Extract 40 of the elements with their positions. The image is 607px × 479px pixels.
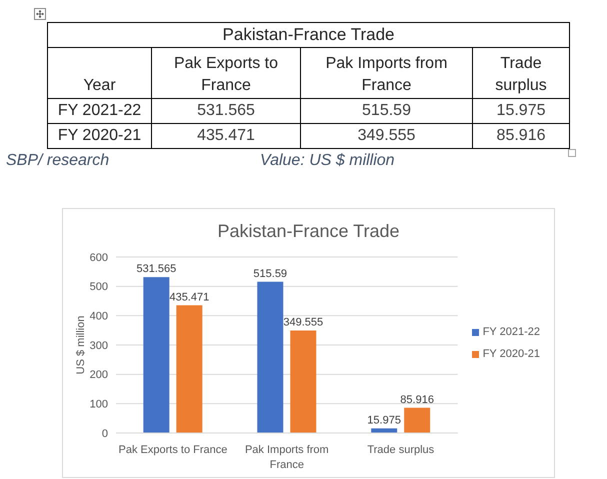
text: FY 2020-21	[58, 127, 142, 144]
data-label: 531.565	[152, 98, 300, 124]
y-tick-label: 400	[90, 310, 108, 323]
data-label: 349.555	[300, 124, 472, 148]
category-label: Pak Exports to France	[174, 55, 278, 94]
data-label: 515.59	[300, 98, 472, 124]
legend-title: Year	[83, 77, 116, 94]
category-label: Pak Imports from France	[326, 55, 448, 94]
data-label: 15.975	[472, 98, 570, 124]
legend-label: FY 2020-21	[482, 348, 540, 360]
data-label: 435.471	[169, 291, 210, 304]
data-label: 85.916	[400, 394, 434, 406]
y-tick-label: 100	[90, 398, 108, 411]
bar	[176, 305, 202, 433]
bar	[290, 330, 316, 433]
y-axis-title: US $ million	[74, 316, 87, 374]
bar	[143, 277, 170, 433]
data-label: 531.565	[136, 263, 176, 276]
data-label: 515.59	[253, 268, 288, 280]
data-label: 349.555	[283, 316, 324, 328]
y-tick-label: 500	[90, 281, 108, 294]
data-label: 85.916	[472, 124, 570, 148]
legend-label: FY 2021-22	[482, 326, 540, 338]
y-tick-label: 200	[90, 369, 108, 382]
data-label: 15.975	[367, 414, 401, 426]
text: SBP/ research	[6, 152, 110, 169]
x-tick-label: Trade surplus	[367, 444, 435, 456]
x-tick-label: Pak Exports to France	[118, 444, 228, 456]
y-tick-label: 300	[90, 340, 108, 352]
data-label: 435.471	[152, 124, 300, 148]
y-tick-label: 0	[102, 428, 108, 440]
bar	[257, 282, 284, 433]
category-label: Trade surplus	[495, 55, 547, 94]
text: FY 2021-22	[58, 102, 142, 119]
bar	[404, 408, 430, 433]
text: Pakistan-France Trade	[222, 25, 394, 44]
x-tick-label: Pak Imports from France	[244, 444, 329, 471]
y-tick-label: 600	[90, 252, 108, 264]
chart-title: Pakistan-France Trade	[217, 221, 400, 241]
text: Value: US $ million	[260, 152, 395, 169]
